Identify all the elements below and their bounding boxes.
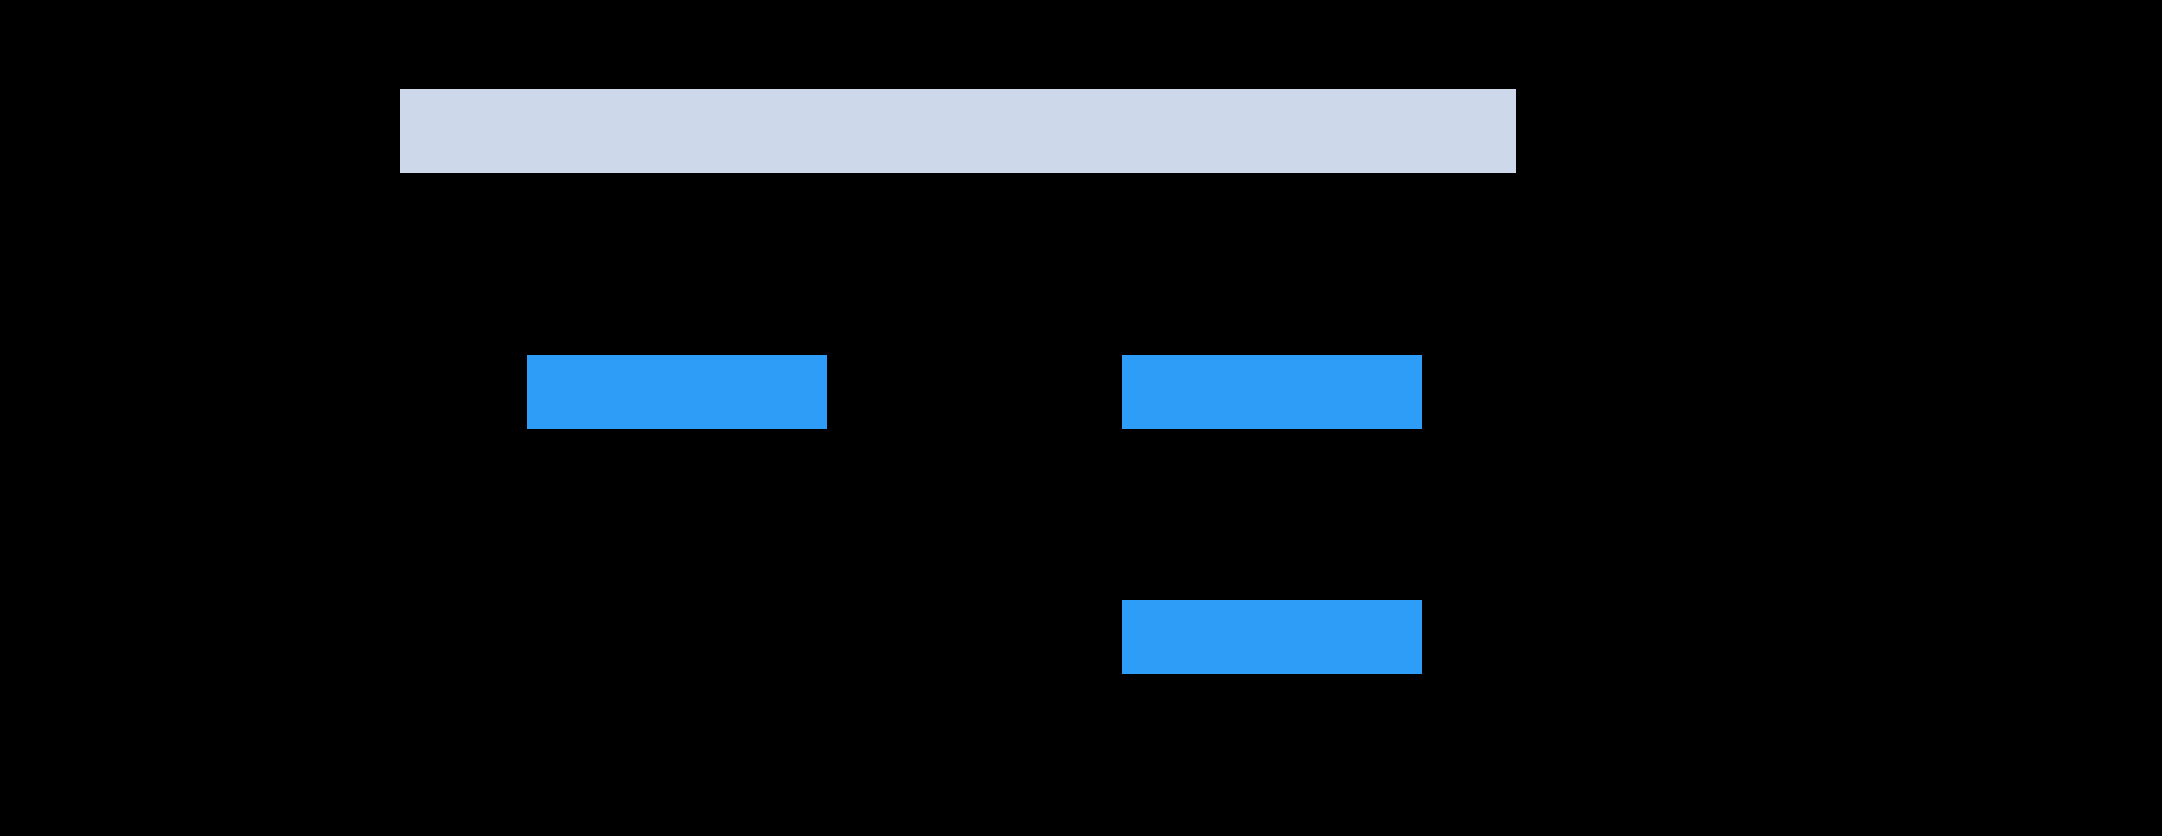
label-j1: j xyxy=(878,488,886,530)
label-i: i xyxy=(1600,242,1608,284)
up-arrow-icon xyxy=(1549,691,1567,771)
box-mid-left xyxy=(525,353,829,431)
box-mid-right xyxy=(1120,353,1424,431)
label-j2: j xyxy=(1568,488,1576,530)
up-arrow-icon xyxy=(1581,200,1599,280)
label-p2: p xyxy=(1670,530,1690,572)
box-bottom xyxy=(1120,598,1424,676)
up-arrow-icon xyxy=(1549,446,1567,526)
label-t: t xyxy=(1646,20,1656,62)
up-arrow-icon xyxy=(860,446,878,526)
label-j3: j xyxy=(1568,732,1576,774)
diagram-stage: t i p j j p j xyxy=(0,0,2162,836)
chevron-right-icon xyxy=(1075,620,1105,650)
box-top-bar xyxy=(398,87,1518,175)
label-p1: p xyxy=(973,270,993,312)
